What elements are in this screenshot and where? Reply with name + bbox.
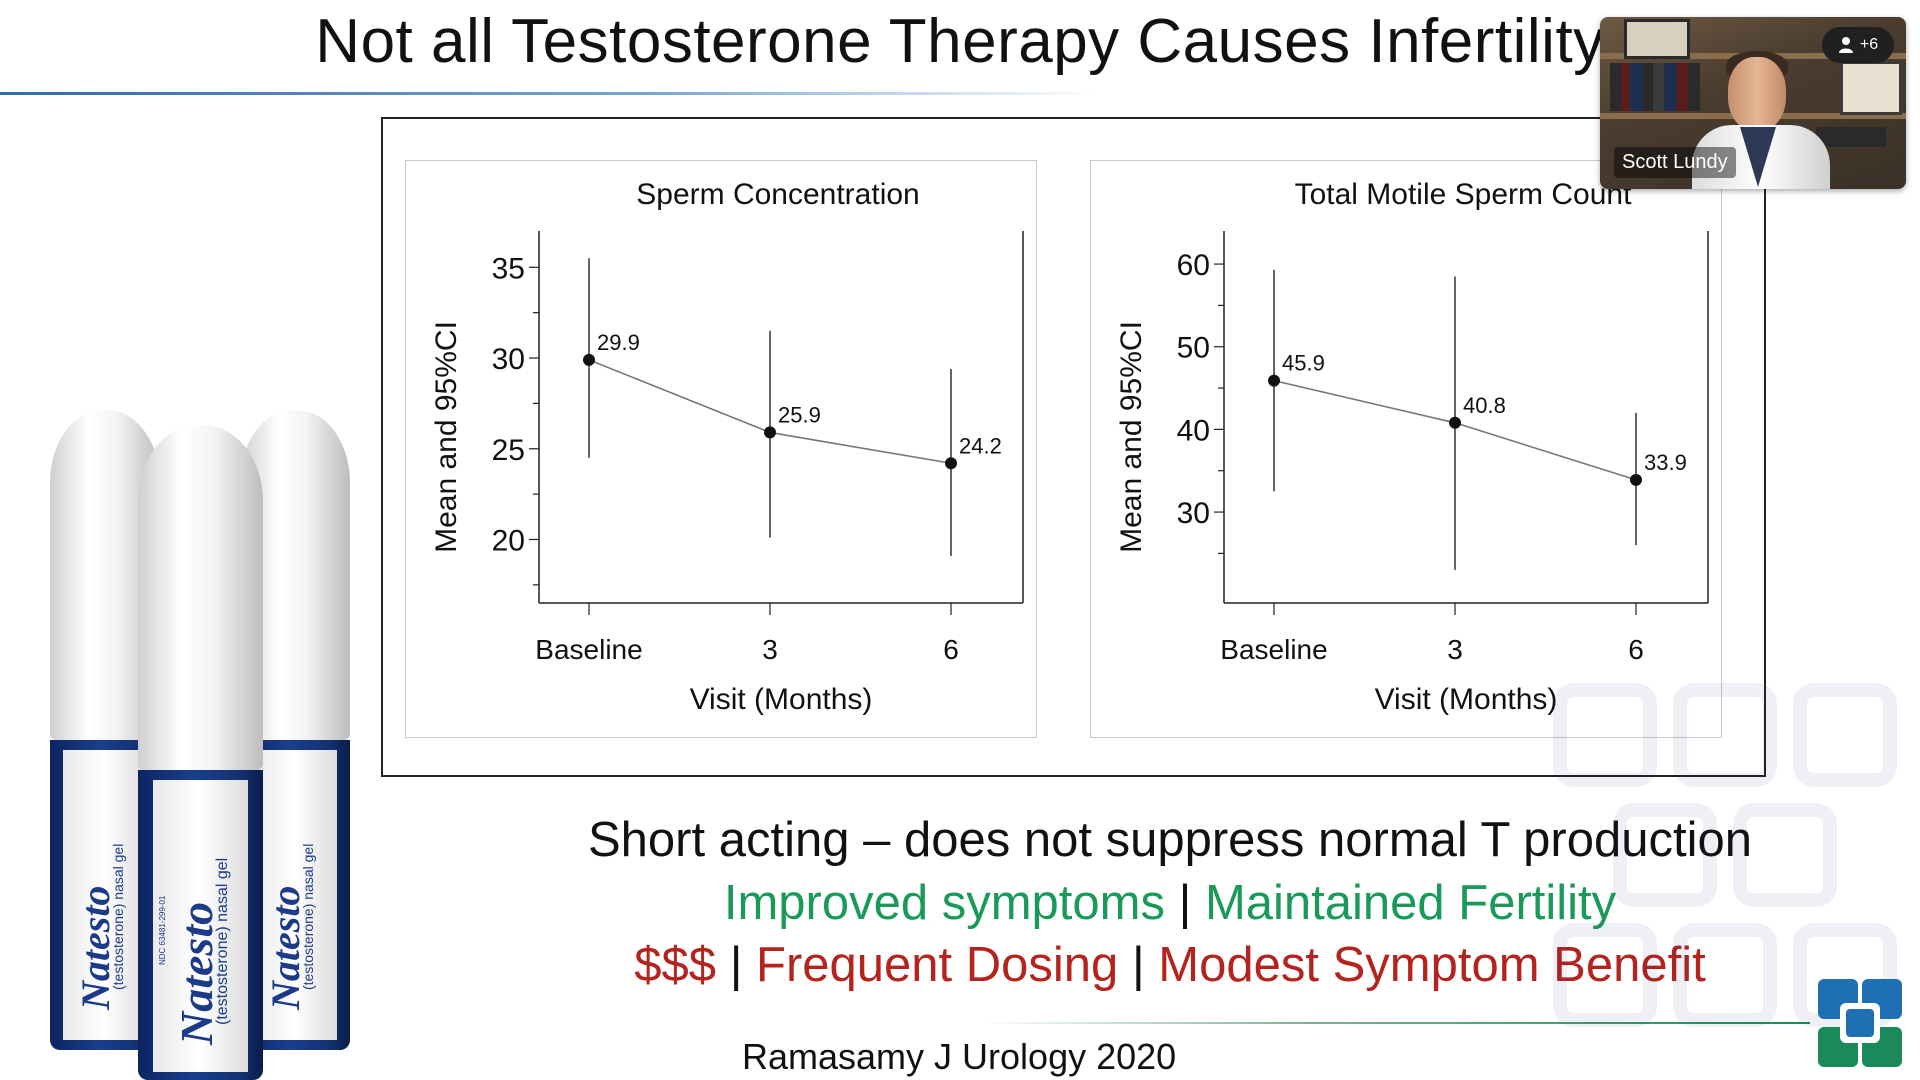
chart-title: Sperm Concentration (636, 178, 919, 211)
y-tick-label: 25 (492, 434, 525, 467)
y-tick-label: 20 (492, 524, 525, 557)
product-subtitle-label: (testosterone) nasal gel (300, 843, 316, 990)
person-icon (1838, 37, 1853, 53)
product-subtitle-label: (testosterone) nasal gel (110, 843, 126, 990)
separator: | (1131, 938, 1145, 992)
y-tick-label: 35 (492, 252, 525, 285)
data-point (1630, 473, 1642, 486)
con-item: Frequent Dosing (756, 938, 1119, 992)
product-bottle-right: Natesto (testosterone) nasal gel (240, 410, 350, 1050)
product-subtitle-label: (testosterone) nasal gel (214, 857, 231, 1025)
caption-cons: $$$ | Frequent Dosing | Modest Symptom B… (380, 937, 1920, 993)
participants-count: +6 (1859, 36, 1879, 53)
participant-name: Scott Lundy (1614, 147, 1736, 178)
con-item: $$$ (634, 938, 717, 992)
data-label: 24.2 (959, 433, 1002, 458)
speaker-face (1728, 57, 1786, 131)
footer-divider (980, 1022, 1810, 1024)
chart-panel-total-motile-sperm-count: Total Motile Sperm Count 30 40 50 60 Baseline… (1090, 160, 1722, 738)
y-axis-label: Mean and 95%CI (1115, 321, 1148, 553)
data-label: 45.9 (1282, 351, 1325, 376)
y-tick-label: 30 (1177, 497, 1210, 530)
product-image: Natesto (testosterone) nasal gel Natesto… (40, 410, 370, 1080)
data-label: 25.9 (778, 402, 821, 427)
data-label: 33.9 (1644, 450, 1687, 475)
caption-mechanism: Short acting – does not suppress normal … (588, 813, 1752, 867)
data-point (1268, 374, 1280, 387)
citation: Ramasamy J Urology 2020 (742, 1036, 1177, 1077)
data-point (945, 457, 957, 470)
separator: | (729, 938, 743, 992)
x-tick-label: Baseline (535, 634, 642, 665)
data-point (583, 353, 595, 366)
product-bottle-center: NDC 63481-299-01 Natesto (testosterone) … (138, 425, 263, 1080)
chart-panel-sperm-concentration: Sperm Concentration 20 25 30 35 Baseline 3 6 Vis… (405, 160, 1037, 738)
caption-pros: Improved symptoms | Maintained Fertility (380, 875, 1920, 931)
x-tick-label: 6 (943, 634, 959, 665)
x-axis-label: Visit (Months) (690, 683, 873, 716)
x-tick-label: 3 (1447, 634, 1463, 665)
video-tile-speaker[interactable]: Scott Lundy +6 (1600, 17, 1906, 189)
y-axis-label: Mean and 95%CI (430, 321, 463, 553)
x-axis-label: Visit (Months) (1375, 683, 1558, 716)
pro-item: Improved symptoms (723, 876, 1165, 930)
participants-badge[interactable]: +6 (1822, 27, 1894, 63)
slide-title: Not all Testosterone Therapy Causes Infe… (315, 7, 1605, 76)
data-point (764, 426, 776, 439)
y-tick-label: 40 (1177, 414, 1210, 447)
y-tick-label: 30 (492, 343, 525, 376)
product-ndc-label: NDC 63481-299-01 (158, 895, 167, 965)
pro-item: Maintained Fertility (1204, 876, 1617, 930)
data-point (1449, 416, 1461, 429)
chart-sperm-concentration: Sperm Concentration 20 25 30 35 Baseline 3 6 Vis… (430, 178, 1024, 716)
chart-title: Total Motile Sperm Count (1295, 178, 1632, 211)
y-tick-label: 50 (1177, 332, 1210, 365)
separator: | (1178, 876, 1192, 930)
x-tick-label: Baseline (1220, 634, 1327, 665)
y-tick-label: 60 (1177, 249, 1210, 282)
data-label: 40.8 (1463, 393, 1506, 418)
con-item: Modest Symptom Benefit (1158, 938, 1706, 992)
title-divider (0, 92, 1100, 95)
x-tick-label: 3 (762, 634, 778, 665)
x-tick-label: 6 (1628, 634, 1644, 665)
institution-logo (1818, 979, 1902, 1067)
chart-total-motile-sperm-count: Total Motile Sperm Count 30 40 50 60 Baseline… (1115, 178, 1709, 716)
data-label: 29.9 (597, 330, 640, 355)
